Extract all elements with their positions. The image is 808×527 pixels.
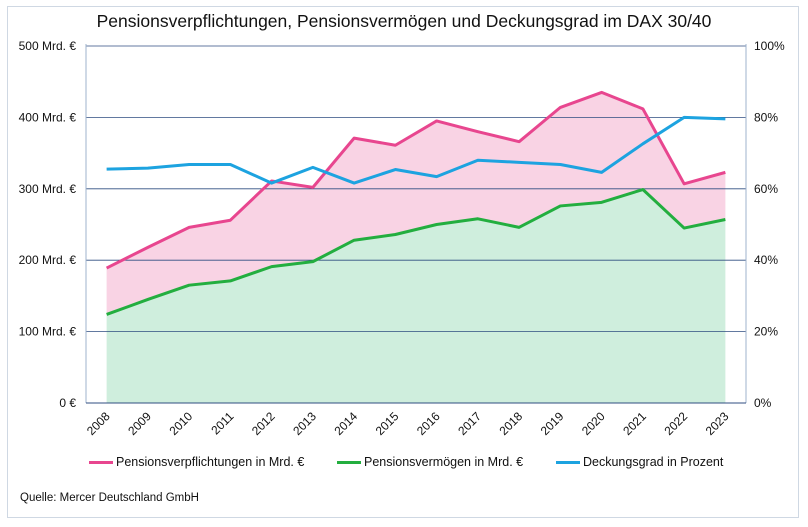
x-tick-label: 2022 [661, 409, 690, 438]
y-left-tick-label: 300 Mrd. € [19, 182, 77, 196]
legend-swatch-pink [89, 460, 113, 464]
y-left-tick-label: 100 Mrd. € [19, 325, 77, 339]
legend-label: Deckungsgrad in Prozent [583, 455, 724, 469]
y-right-tick-label: 40% [754, 253, 778, 267]
y-right-tick-label: 60% [754, 182, 778, 196]
source-note: Quelle: Mercer Deutschland GmbH [20, 492, 199, 504]
area-pensionsverpflichtungen [106, 92, 726, 315]
x-tick-label: 2009 [125, 409, 154, 438]
legend-swatch-blue [556, 460, 580, 464]
y-left-tick-label: 400 Mrd. € [19, 110, 77, 124]
x-tick-label: 2008 [84, 409, 113, 438]
y-right-tick-label: 100% [754, 39, 785, 53]
y-left-tick-label: 0 € [59, 396, 76, 410]
x-tick-label: 2017 [455, 409, 484, 438]
y-right-tick-label: 0% [754, 396, 772, 410]
legend-item-deckungsgrad: Deckungsgrad in Prozent [556, 455, 723, 469]
legend: Pensionsverpflichtungen in Mrd. € Pensio… [0, 455, 808, 473]
line-pensionsvermoegen [106, 188, 726, 316]
x-tick-label: 2011 [208, 409, 236, 437]
x-tick-label: 2019 [538, 409, 567, 438]
x-tick-label: 2020 [579, 409, 608, 438]
x-tick-label: 2015 [373, 409, 402, 438]
x-tick-label: 2018 [496, 409, 525, 438]
x-tick-label: 2016 [414, 409, 443, 438]
line-deckungsgrad [106, 115, 726, 185]
legend-item-pensionsverpflichtungen: Pensionsverpflichtungen in Mrd. € [89, 455, 304, 469]
x-tick-label: 2013 [290, 409, 319, 438]
legend-swatch-green [337, 460, 361, 464]
legend-item-pensionsvermoegen: Pensionsvermögen in Mrd. € [337, 455, 523, 469]
x-tick-label: 2021 [620, 409, 649, 438]
y-left-tick-label: 200 Mrd. € [19, 253, 77, 267]
x-tick-label: 2012 [249, 409, 278, 438]
chart-title: Pensionsverpflichtungen, Pensionsvermöge… [96, 11, 712, 31]
area-pensionsvermoegen [106, 189, 726, 403]
y-right-tick-label: 20% [754, 325, 778, 339]
y-left-tick-label: 500 Mrd. € [19, 39, 77, 53]
x-tick-label: 2010 [166, 409, 195, 438]
legend-label: Pensionsvermögen in Mrd. € [364, 455, 524, 469]
x-tick-label: 2023 [703, 409, 732, 438]
line-pensionsverpflichtungen [105, 90, 726, 270]
legend-label: Pensionsverpflichtungen in Mrd. € [116, 455, 305, 469]
x-tick-label: 2014 [331, 409, 360, 438]
y-right-tick-label: 80% [754, 110, 778, 124]
